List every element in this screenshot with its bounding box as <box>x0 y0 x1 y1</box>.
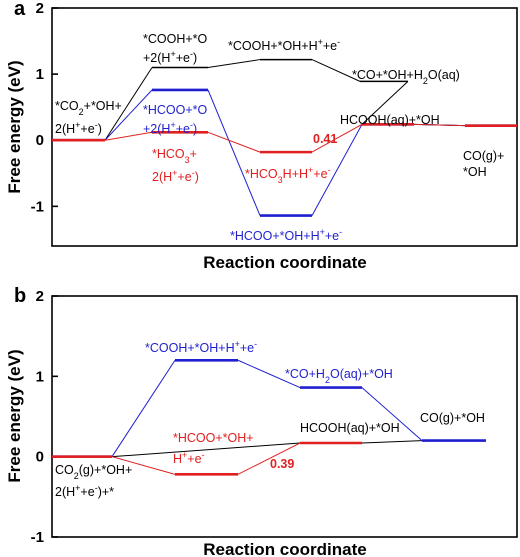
state-label: CO2(g)+*OH+ <box>55 463 132 481</box>
state-label: *COOH+*O <box>143 32 208 46</box>
state-label: *COOH+*OH+H++e- <box>145 339 257 355</box>
y-tick-label: 0 <box>36 132 44 149</box>
energy-connector <box>361 81 409 125</box>
y-axis-title: Free energy (eV) <box>5 349 24 482</box>
state-label: *CO2+*OH+ <box>55 99 122 117</box>
state-label: +2(H++e-) <box>143 49 197 65</box>
state-label: CO(g)+*OH <box>420 411 485 425</box>
barrier-value: 0.39 <box>270 457 294 471</box>
state-label: *OH <box>463 165 487 179</box>
energy-connector <box>207 89 261 216</box>
energy-series-2 <box>52 123 517 154</box>
x-axis-title: Reaction coordinate <box>203 253 366 272</box>
y-tick-label: 2 <box>36 288 44 305</box>
state-label: *CO+H2O(aq)+*OH <box>285 367 393 385</box>
plot-frame <box>51 7 518 247</box>
state-label: *COOH+*OH+H++e- <box>228 37 340 53</box>
state-label: +2(H++e-) <box>143 120 197 136</box>
state-label: HCOOH(aq)+*OH <box>300 421 400 435</box>
state-label: CO(g)+ <box>463 149 504 163</box>
y-tick-label: 2 <box>36 0 44 17</box>
energy-connector <box>104 67 153 141</box>
y-tick-label: 1 <box>36 368 44 385</box>
state-label: *CO+*OH+H2O(aq) <box>352 68 460 86</box>
energy-series-1 <box>52 358 486 458</box>
energy-connector <box>111 456 176 475</box>
energy-connector <box>207 59 261 68</box>
energy-connector <box>111 442 301 458</box>
energy-connector <box>111 359 176 457</box>
state-label: 2(H++e-)+* <box>55 483 114 499</box>
y-tick-label: -1 <box>31 529 44 546</box>
energy-connector <box>361 440 423 444</box>
state-label: *HCOO+*OH+ <box>173 431 254 445</box>
state-label: *HCO3H+H++e- <box>245 165 331 185</box>
energy-connector <box>311 124 363 216</box>
energy-series-2 <box>52 441 362 476</box>
panel-label: a <box>14 0 26 20</box>
state-label: 2(H++e-) <box>55 120 102 136</box>
state-label: 2(H++e-) <box>152 168 199 184</box>
energy-connector <box>361 387 423 441</box>
state-label: *HCOO+*O <box>143 103 208 117</box>
y-axis-title: Free energy (eV) <box>5 60 24 193</box>
energy-connector <box>311 59 361 82</box>
energy-connector <box>104 131 153 141</box>
energy-connector <box>237 359 301 389</box>
energy-connector <box>207 131 261 153</box>
y-tick-label: -1 <box>31 198 44 215</box>
state-label: H++e- <box>173 450 205 466</box>
state-label: *HCO3+ <box>152 147 197 165</box>
barrier-value: 0.41 <box>313 132 337 146</box>
x-axis-title: Reaction coordinate <box>203 540 366 557</box>
energy-connector <box>104 89 153 141</box>
energy-connector <box>311 123 363 153</box>
y-tick-label: 0 <box>36 449 44 466</box>
chart-panel-a: -1 0 1 2a Free energy (eV) Reaction coordinat… <box>5 0 518 272</box>
energy-connector <box>237 442 301 475</box>
panel-label: b <box>14 285 26 307</box>
state-label: *HCOO+*OH+H++e- <box>230 227 342 243</box>
chart-panel-b: -1 0 1 2b Free energy (eV) Reaction coordinat… <box>5 285 518 557</box>
state-label: HCOOH(aq)+*OH <box>340 113 440 127</box>
y-tick-label: 1 <box>36 66 44 83</box>
energy-connector <box>413 123 466 127</box>
plot-frame <box>51 295 518 538</box>
